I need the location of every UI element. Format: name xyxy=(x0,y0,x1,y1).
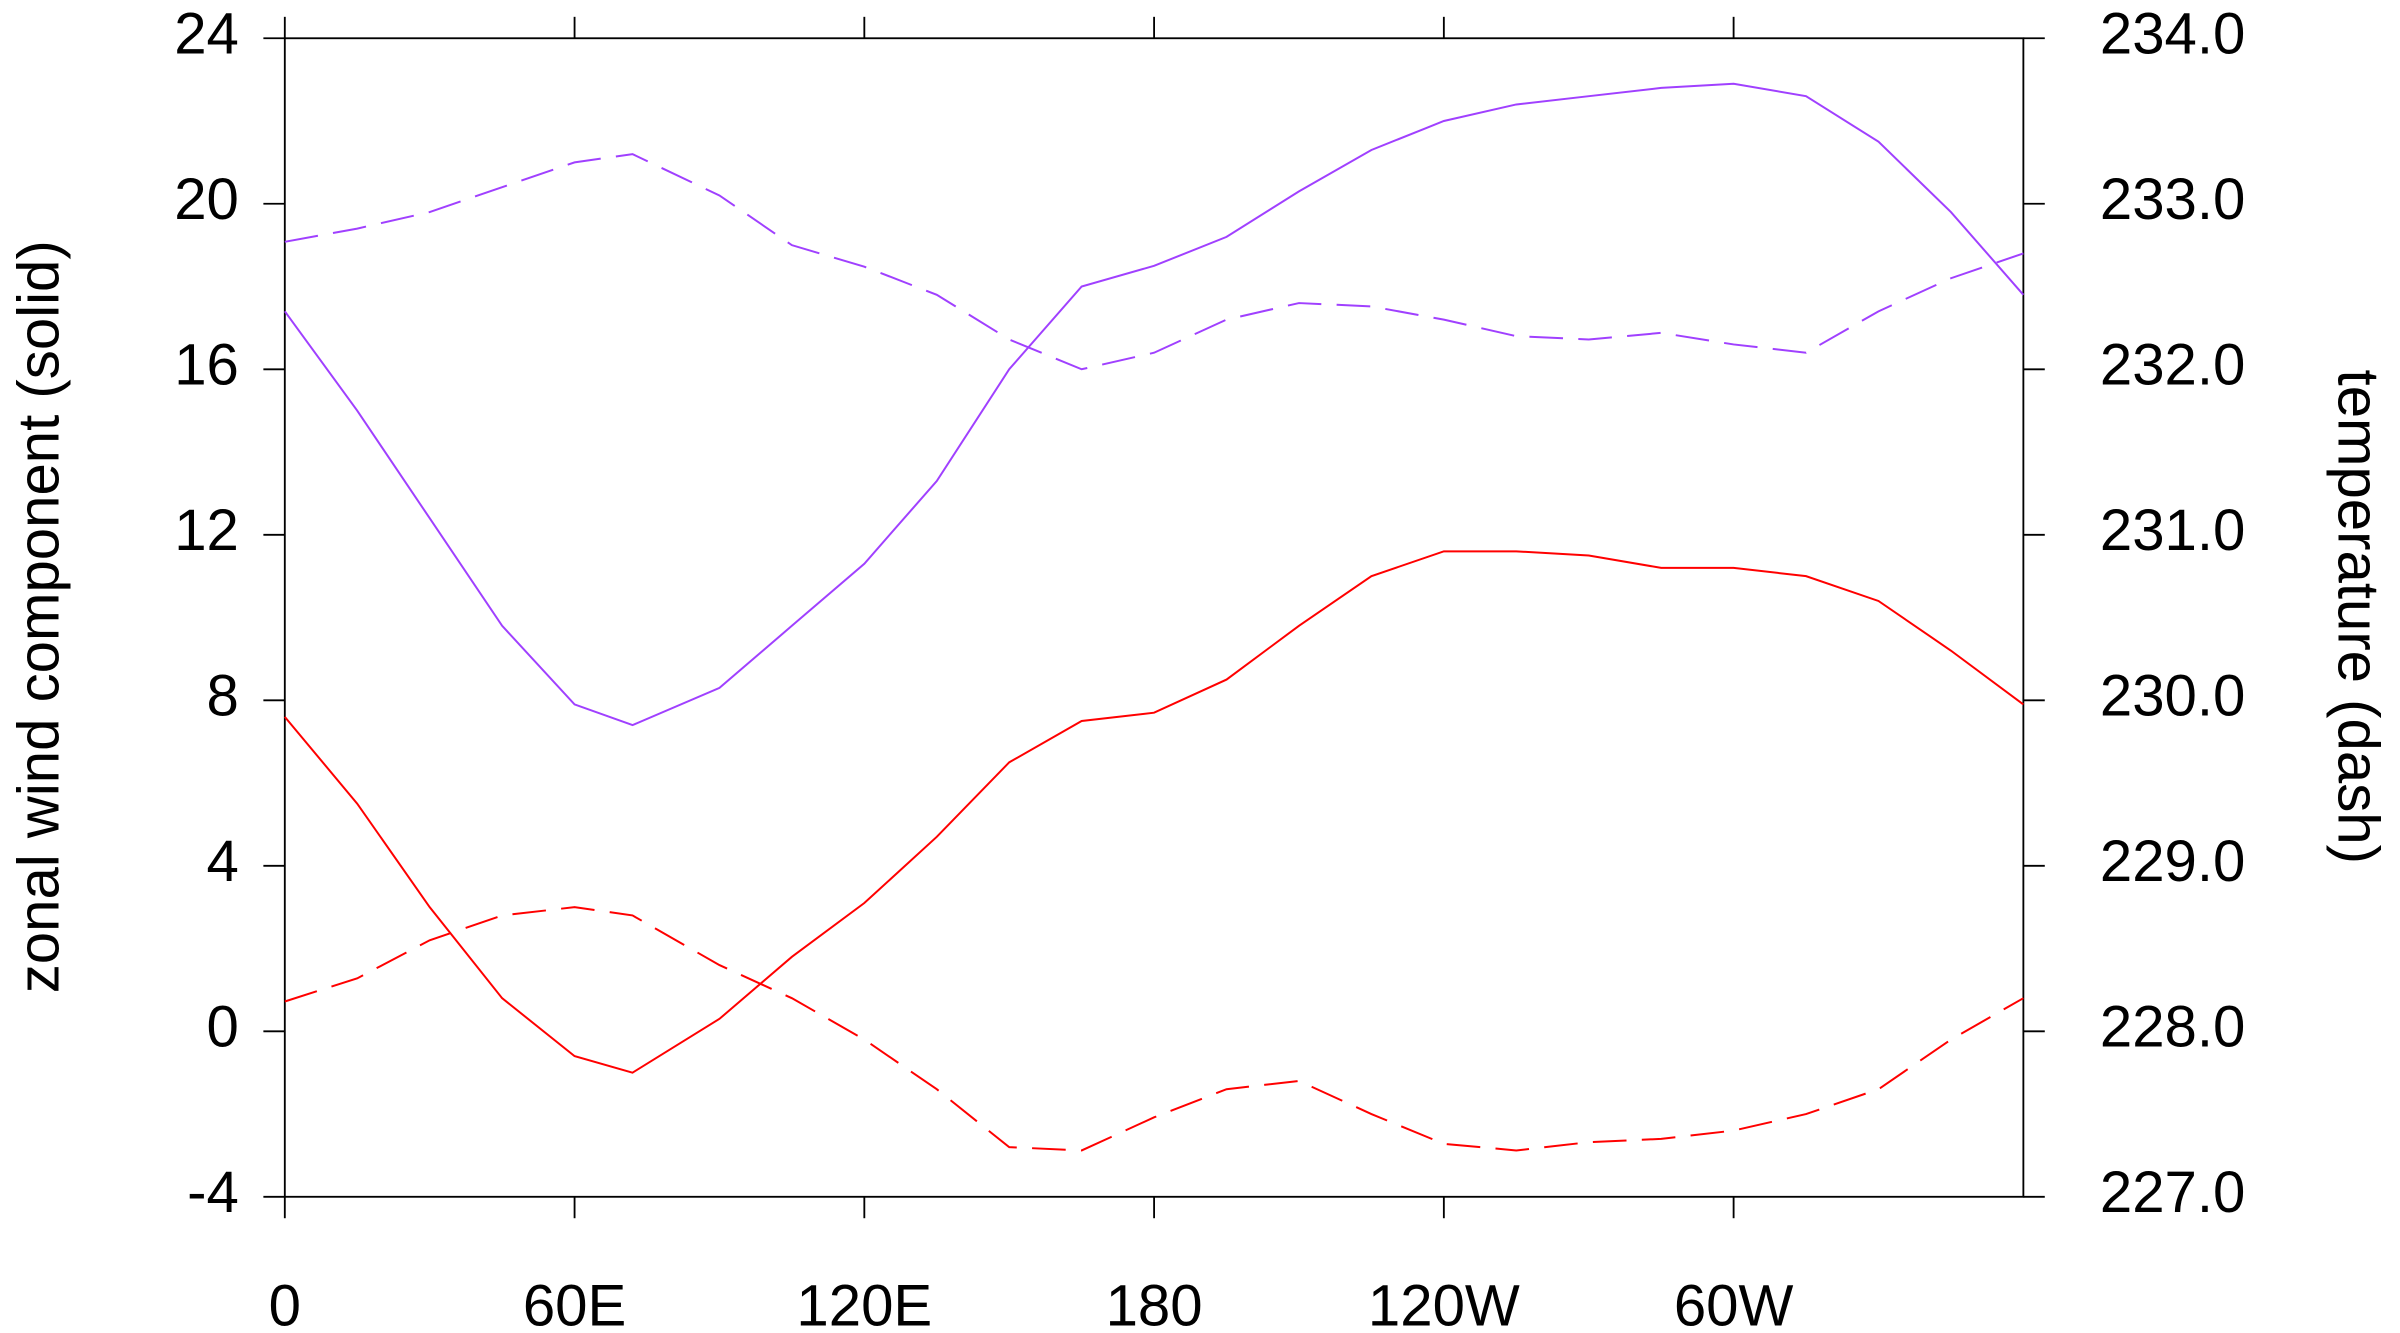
y2-tick-label: 232.0 xyxy=(2100,333,2246,398)
y-tick-label: 8 xyxy=(207,664,239,729)
y-tick-label: 20 xyxy=(174,167,239,232)
y2-tick-label: 228.0 xyxy=(2100,995,2246,1060)
line-series xyxy=(284,153,2024,371)
x-tick-label: 60W xyxy=(1674,1273,1794,1333)
y-tick-label: 4 xyxy=(207,829,239,894)
x-tick-label: 60E xyxy=(523,1273,626,1333)
y2-tick-label: 233.0 xyxy=(2100,167,2246,232)
x-tick-label: 120E xyxy=(796,1273,932,1333)
y-tick-label: 24 xyxy=(174,2,239,67)
x-tick-label: 180 xyxy=(1106,1273,1203,1333)
y2-tick-label: 234.0 xyxy=(2100,2,2246,67)
line-series xyxy=(284,82,2025,727)
plot-frame xyxy=(283,37,2025,1198)
y-axis-title: zonal wind component (solid) xyxy=(6,240,71,993)
y-tick-label: 16 xyxy=(174,333,239,398)
y2-tick-label: 229.0 xyxy=(2100,829,2246,894)
line-series xyxy=(284,550,2024,1074)
y2-tick-label: 230.0 xyxy=(2100,664,2246,729)
y2-tick-label: 231.0 xyxy=(2100,498,2246,563)
line-series xyxy=(284,906,2024,1152)
y2-axis-title: temperature (dash) xyxy=(2326,370,2391,864)
y-tick-label: -4 xyxy=(187,1160,239,1225)
y-tick-label: 12 xyxy=(174,498,239,563)
y-tick-label: 0 xyxy=(207,995,239,1060)
x-tick-label: 0 xyxy=(269,1273,301,1333)
x-tick-label: 120W xyxy=(1368,1273,1520,1333)
y2-tick-label: 227.0 xyxy=(2100,1160,2246,1225)
